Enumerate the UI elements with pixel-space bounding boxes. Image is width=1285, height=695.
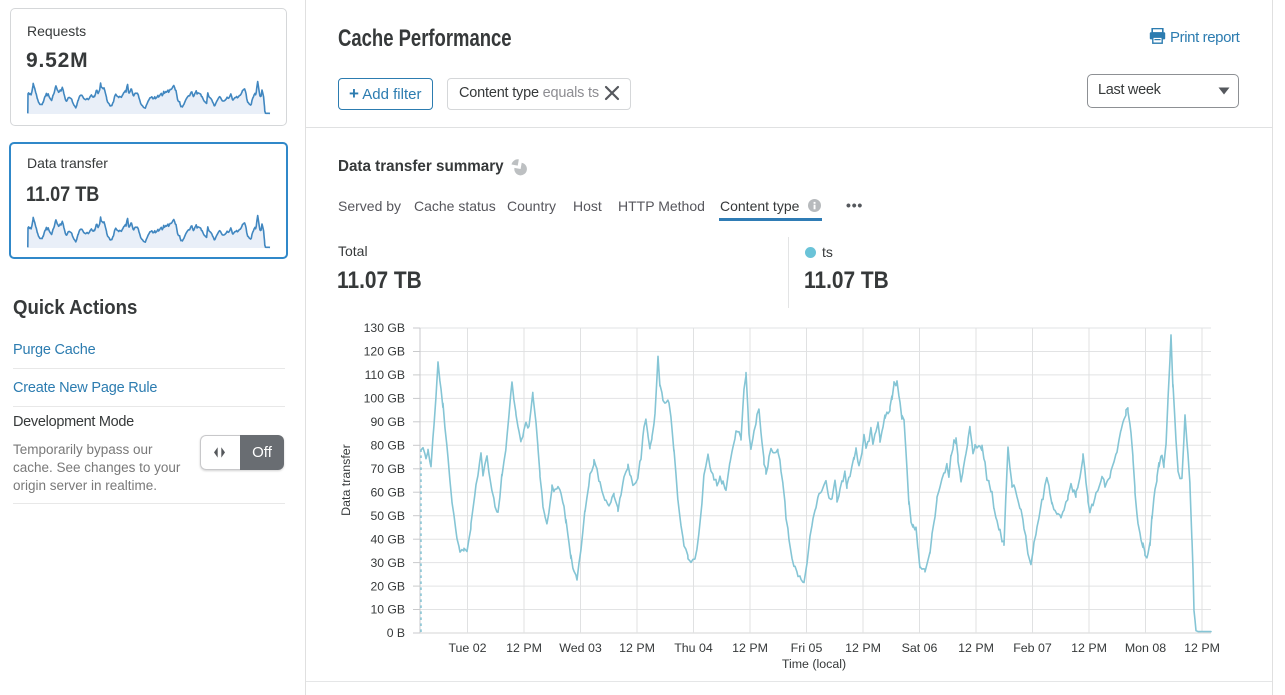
svg-text:90 GB: 90 GB [370, 415, 405, 429]
svg-text:12 PM: 12 PM [619, 641, 655, 655]
svg-text:12 PM: 12 PM [958, 641, 994, 655]
svg-text:130 GB: 130 GB [364, 321, 405, 335]
svg-text:Wed 03: Wed 03 [559, 641, 602, 655]
svg-text:Feb 07: Feb 07 [1013, 641, 1052, 655]
svg-text:0 B: 0 B [387, 626, 405, 640]
svg-text:50 GB: 50 GB [370, 509, 405, 523]
svg-text:Tue 02: Tue 02 [448, 641, 486, 655]
svg-text:Mon 08: Mon 08 [1125, 641, 1166, 655]
svg-text:120 GB: 120 GB [364, 345, 405, 359]
svg-text:12 PM: 12 PM [845, 641, 881, 655]
svg-text:40 GB: 40 GB [370, 532, 405, 546]
svg-text:100 GB: 100 GB [364, 392, 405, 406]
svg-text:12 PM: 12 PM [732, 641, 768, 655]
svg-text:12 PM: 12 PM [1184, 641, 1220, 655]
svg-text:10 GB: 10 GB [370, 603, 405, 617]
svg-text:70 GB: 70 GB [370, 462, 405, 476]
svg-text:Data transfer: Data transfer [339, 444, 353, 516]
svg-text:Fri 05: Fri 05 [791, 641, 823, 655]
svg-text:20 GB: 20 GB [370, 579, 405, 593]
svg-text:Time (local): Time (local) [782, 657, 846, 671]
svg-text:110 GB: 110 GB [365, 368, 405, 382]
svg-text:Thu 04: Thu 04 [674, 641, 713, 655]
svg-text:Sat 06: Sat 06 [902, 641, 938, 655]
svg-text:12 PM: 12 PM [1071, 641, 1107, 655]
svg-text:80 GB: 80 GB [370, 439, 405, 453]
svg-text:12 PM: 12 PM [506, 641, 542, 655]
svg-text:30 GB: 30 GB [370, 556, 405, 570]
svg-text:60 GB: 60 GB [370, 485, 405, 499]
